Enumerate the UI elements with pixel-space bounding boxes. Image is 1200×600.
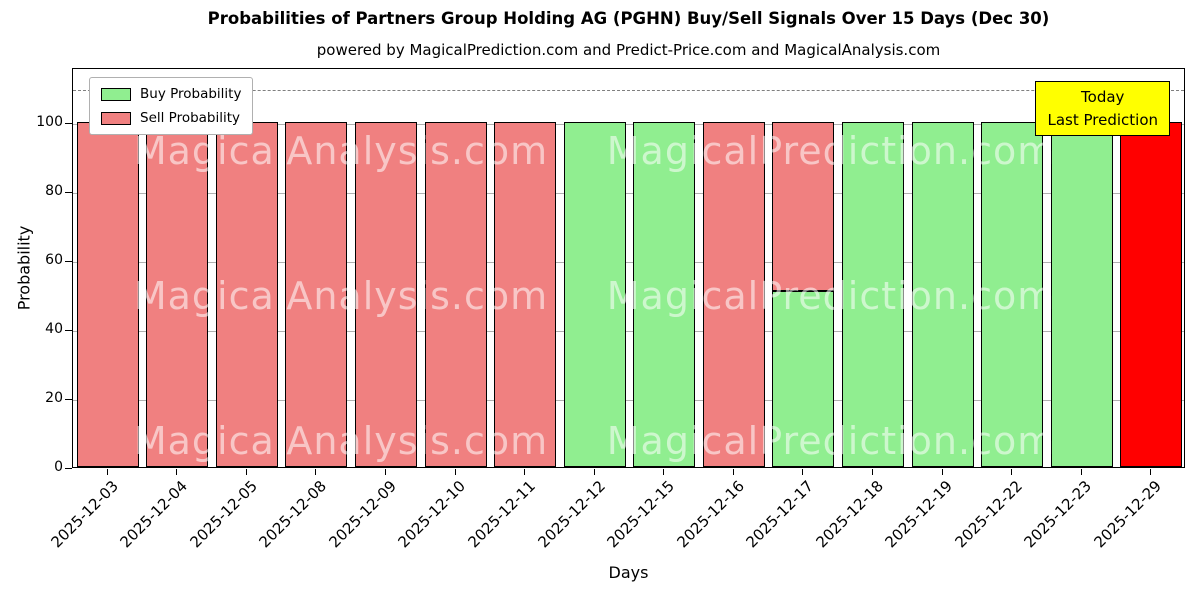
y-tick-mark bbox=[65, 399, 72, 401]
x-tick-mark bbox=[593, 469, 595, 475]
x-tick-mark bbox=[941, 469, 943, 475]
x-tick-label: 2025-12-23 bbox=[1021, 477, 1096, 552]
y-tick-mark bbox=[65, 192, 72, 194]
sell-probability-swatch bbox=[101, 111, 131, 125]
bar-segment-2025-12-05 bbox=[215, 122, 278, 467]
y-tick-label: 20 bbox=[45, 390, 63, 407]
x-tick-mark bbox=[106, 469, 108, 475]
x-tick-label: 2025-12-16 bbox=[673, 477, 748, 552]
x-tick-mark bbox=[245, 469, 247, 475]
x-tick-mark bbox=[315, 469, 317, 475]
y-tick-mark bbox=[65, 123, 72, 125]
y-tick-mark bbox=[65, 468, 72, 469]
watermark-text: MagicalAnalysis.com bbox=[133, 129, 549, 173]
x-tick-mark bbox=[385, 469, 387, 475]
x-tick-mark bbox=[524, 469, 526, 475]
x-tick-label: 2025-12-18 bbox=[812, 477, 887, 552]
legend-label-sell: Sell Probability bbox=[140, 110, 241, 126]
legend-entry-buy: Buy Probability bbox=[101, 86, 241, 102]
gridline-y20 bbox=[73, 400, 1184, 402]
watermark-text: MagicalPrediction.com bbox=[606, 274, 1056, 318]
x-tick-mark bbox=[454, 469, 456, 475]
gridline-y80 bbox=[73, 193, 1184, 195]
gridline-y100 bbox=[73, 124, 1184, 126]
x-tick-label: 2025-12-12 bbox=[534, 477, 609, 552]
y-tick-mark bbox=[65, 330, 72, 332]
bar-segment-2025-12-16 bbox=[702, 122, 765, 467]
x-tick-label: 2025-12-17 bbox=[742, 477, 818, 552]
x-tick-label: 2025-12-15 bbox=[603, 477, 679, 552]
bar-segment-2025-12-03 bbox=[76, 122, 139, 467]
bar-segment-2025-12-17 bbox=[772, 291, 835, 467]
bar-segment-2025-12-23 bbox=[1050, 122, 1113, 467]
y-tick-mark bbox=[65, 261, 72, 263]
legend: Buy Probability Sell Probability bbox=[89, 77, 254, 135]
buy-probability-swatch bbox=[101, 87, 131, 101]
x-tick-label: 2025-12-11 bbox=[464, 477, 539, 552]
bar-segment-2025-12-18 bbox=[841, 122, 904, 467]
today-annotation: Today Last Prediction bbox=[1035, 81, 1170, 136]
gridline-y40 bbox=[73, 331, 1184, 333]
x-tick-label: 2025-12-29 bbox=[1090, 477, 1165, 552]
bar-segment-2025-12-12 bbox=[563, 122, 626, 467]
y-tick-label: 100 bbox=[36, 114, 63, 131]
x-axis-label: Days bbox=[608, 563, 649, 582]
x-tick-label: 2025-12-03 bbox=[47, 477, 122, 552]
x-tick-mark bbox=[663, 469, 665, 475]
x-tick-mark bbox=[1011, 469, 1013, 475]
chart-title: Probabilities of Partners Group Holding … bbox=[207, 9, 1050, 28]
plot-area: Buy Probability Sell Probability Today L… bbox=[72, 68, 1185, 468]
today-annotation-line2: Last Prediction bbox=[1047, 110, 1158, 129]
x-tick-mark bbox=[732, 469, 734, 475]
x-tick-label: 2025-12-09 bbox=[325, 477, 400, 552]
y-tick-label: 80 bbox=[45, 183, 63, 200]
x-tick-label: 2025-12-04 bbox=[116, 477, 192, 552]
bar-segment-2025-12-15 bbox=[633, 122, 696, 467]
x-tick-label: 2025-12-19 bbox=[881, 477, 957, 552]
bar-segment-2025-12-19 bbox=[911, 122, 974, 467]
bar-segment-2025-12-29 bbox=[1120, 122, 1183, 467]
x-tick-mark bbox=[802, 469, 804, 475]
bar-segment-2025-12-09 bbox=[355, 122, 418, 467]
bar-segment-2025-12-22 bbox=[981, 122, 1044, 467]
legend-entry-sell: Sell Probability bbox=[101, 110, 241, 126]
gridline-y60 bbox=[73, 262, 1184, 264]
threshold-dashed-line bbox=[73, 89, 1184, 91]
x-tick-label: 2025-12-22 bbox=[951, 477, 1026, 552]
y-tick-label: 60 bbox=[45, 252, 63, 269]
x-tick-mark bbox=[176, 469, 178, 475]
y-tick-label: 40 bbox=[45, 321, 63, 338]
y-tick-label: 0 bbox=[54, 459, 63, 475]
watermark-text: MagicalAnalysis.com bbox=[133, 274, 549, 318]
x-tick-mark bbox=[1080, 469, 1082, 475]
bar-segment-2025-12-11 bbox=[494, 122, 557, 467]
chart-subtitle: powered by MagicalPrediction.com and Pre… bbox=[316, 41, 941, 59]
x-tick-label: 2025-12-10 bbox=[394, 477, 470, 552]
bar-segment-2025-12-17 bbox=[772, 122, 835, 292]
watermark-text: MagicalPrediction.com bbox=[606, 419, 1056, 463]
legend-label-buy: Buy Probability bbox=[140, 86, 242, 102]
x-tick-label: 2025-12-08 bbox=[255, 477, 331, 552]
x-tick-mark bbox=[1150, 469, 1152, 475]
today-annotation-line1: Today bbox=[1081, 88, 1125, 106]
bar-segment-2025-12-10 bbox=[424, 122, 487, 467]
x-tick-mark bbox=[871, 469, 873, 475]
watermark-text: MagicalAnalysis.com bbox=[133, 419, 549, 463]
x-tick-label: 2025-12-05 bbox=[186, 477, 261, 552]
bar-segment-2025-12-08 bbox=[285, 122, 348, 467]
watermark-text: MagicalPrediction.com bbox=[606, 129, 1056, 173]
